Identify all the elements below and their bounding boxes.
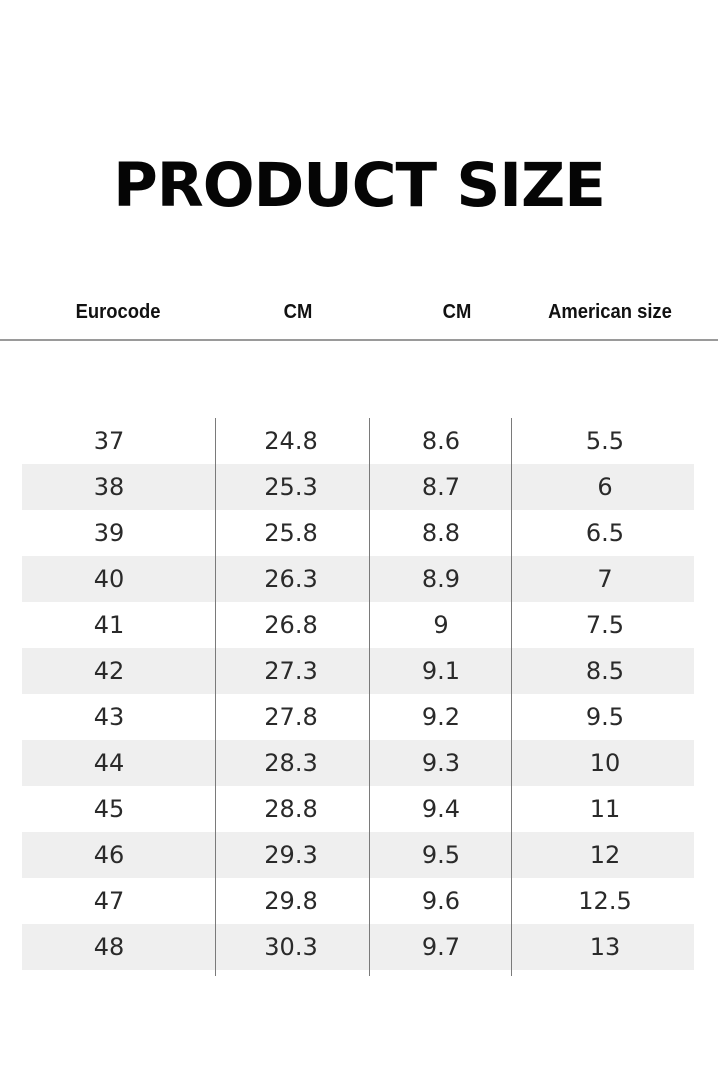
cm-inch-cell: 9.5 — [421, 841, 461, 869]
cm-inch-cell: 9.3 — [421, 749, 461, 777]
eurocode-cell: 37 — [93, 427, 125, 455]
cm-cell: 28.8 — [264, 795, 318, 823]
table-row: 38 25.3 8.7 6 — [22, 464, 694, 510]
cm-inch-cell: 8.6 — [421, 427, 461, 455]
american-size-cell: 11 — [589, 795, 621, 823]
cm-cell: 27.3 — [264, 657, 318, 685]
header-cm-1: CM — [283, 301, 313, 323]
table-row: 44 28.3 9.3 10 — [22, 740, 694, 786]
cm-cell: 29.8 — [264, 887, 318, 915]
cm-cell: 26.8 — [264, 611, 318, 639]
table-row: 41 26.8 9 7.5 — [22, 602, 694, 648]
cm-inch-cell: 9.6 — [421, 887, 461, 915]
table-header: Eurocode CM CM American size — [0, 296, 718, 328]
cm-cell: 29.3 — [264, 841, 318, 869]
header-cm-2: CM — [442, 301, 472, 323]
american-size-cell: 9.5 — [585, 703, 625, 731]
eurocode-cell: 46 — [93, 841, 125, 869]
table-row: 47 29.8 9.6 12.5 — [22, 878, 694, 924]
eurocode-cell: 45 — [93, 795, 125, 823]
cm-cell: 28.3 — [264, 749, 318, 777]
american-size-cell: 6 — [597, 473, 613, 501]
table-row: 40 26.3 8.9 7 — [22, 556, 694, 602]
cm-cell: 24.8 — [264, 427, 318, 455]
american-size-cell: 13 — [589, 933, 621, 961]
table-row: 37 24.8 8.6 5.5 — [22, 418, 694, 464]
cm-inch-cell: 9 — [433, 611, 449, 639]
eurocode-cell: 41 — [93, 611, 125, 639]
cm-cell: 25.8 — [264, 519, 318, 547]
american-size-cell: 7.5 — [585, 611, 625, 639]
cm-cell: 27.8 — [264, 703, 318, 731]
american-size-cell: 10 — [589, 749, 621, 777]
cm-inch-cell: 9.1 — [421, 657, 461, 685]
page-title: PRODUCT SIZE — [113, 150, 606, 221]
american-size-cell: 8.5 — [585, 657, 625, 685]
american-size-cell: 7 — [597, 565, 613, 593]
cm-inch-cell: 9.7 — [421, 933, 461, 961]
header-american-size: American size — [548, 301, 672, 323]
table-row: 39 25.8 8.8 6.5 — [22, 510, 694, 556]
table-row: 42 27.3 9.1 8.5 — [22, 648, 694, 694]
column-divider — [215, 418, 216, 976]
column-divider — [511, 418, 512, 976]
size-table: 37 24.8 8.6 5.5 38 25.3 8.7 6 39 25.8 8.8 6.5 40 26.3… — [22, 418, 694, 970]
header-eurocode: Eurocode — [75, 301, 161, 323]
cm-inch-cell: 9.2 — [421, 703, 461, 731]
table-row: 43 27.8 9.2 9.5 — [22, 694, 694, 740]
cm-cell: 26.3 — [264, 565, 318, 593]
table-row: 45 28.8 9.4 11 — [22, 786, 694, 832]
eurocode-cell: 42 — [93, 657, 125, 685]
american-size-cell: 12.5 — [578, 887, 632, 915]
cm-cell: 30.3 — [264, 933, 318, 961]
cm-inch-cell: 8.9 — [421, 565, 461, 593]
column-divider — [369, 418, 370, 976]
eurocode-cell: 48 — [93, 933, 125, 961]
cm-inch-cell: 9.4 — [421, 795, 461, 823]
eurocode-cell: 44 — [93, 749, 125, 777]
header-divider — [0, 339, 718, 341]
table-row: 46 29.3 9.5 12 — [22, 832, 694, 878]
american-size-cell: 12 — [589, 841, 621, 869]
eurocode-cell: 40 — [93, 565, 125, 593]
eurocode-cell: 39 — [93, 519, 125, 547]
cm-cell: 25.3 — [264, 473, 318, 501]
table-row: 48 30.3 9.7 13 — [22, 924, 694, 970]
eurocode-cell: 43 — [93, 703, 125, 731]
eurocode-cell: 38 — [93, 473, 125, 501]
cm-inch-cell: 8.7 — [421, 473, 461, 501]
cm-inch-cell: 8.8 — [421, 519, 461, 547]
american-size-cell: 6.5 — [585, 519, 625, 547]
eurocode-cell: 47 — [93, 887, 125, 915]
american-size-cell: 5.5 — [585, 427, 625, 455]
